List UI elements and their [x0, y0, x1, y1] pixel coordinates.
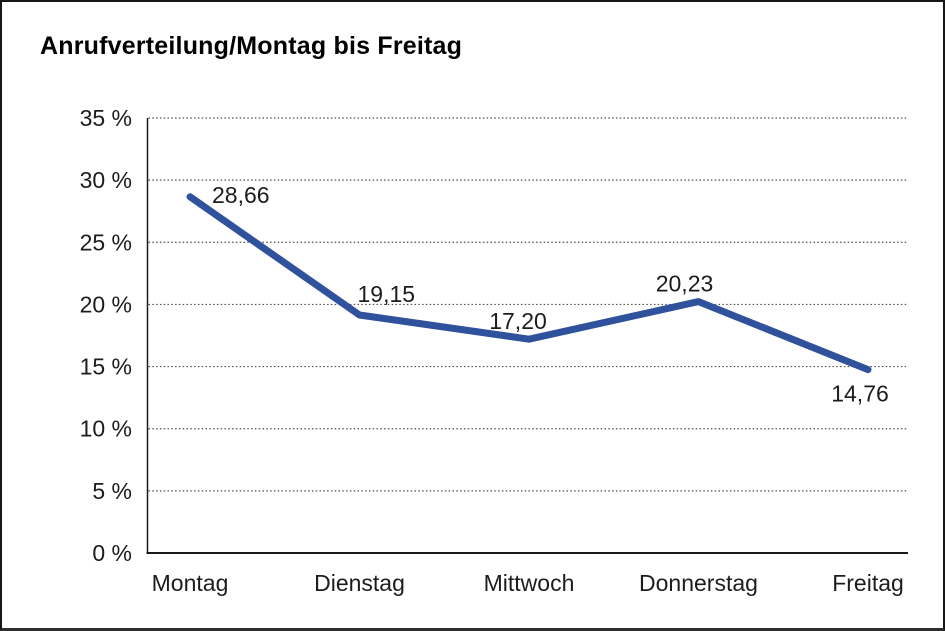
x-category-label: Freitag: [832, 570, 904, 596]
data-point-label: 28,66: [212, 182, 270, 208]
y-tick-label: 20 %: [80, 291, 132, 317]
chart-title: Anrufverteilung/Montag bis Freitag: [40, 32, 463, 60]
y-tick-label: 15 %: [80, 354, 132, 380]
x-category-label: Donnerstag: [639, 570, 758, 596]
y-tick-label: 0 %: [92, 540, 132, 566]
series-line: [186, 193, 872, 374]
y-tick-label: 30 %: [80, 167, 132, 193]
y-tick-label: 5 %: [92, 478, 132, 504]
x-category-label: Dienstag: [314, 570, 405, 596]
y-tick-label: 35 %: [80, 105, 132, 131]
x-category-label: Mittwoch: [484, 570, 575, 596]
y-tick-label: 25 %: [80, 229, 132, 255]
data-point-label: 14,76: [831, 381, 889, 407]
data-point-label: 20,23: [656, 271, 714, 297]
data-point-label: 19,15: [358, 281, 416, 307]
x-category-label: Montag: [152, 570, 229, 596]
y-tick-label: 10 %: [80, 416, 132, 442]
data-point-label: 17,20: [489, 308, 547, 334]
